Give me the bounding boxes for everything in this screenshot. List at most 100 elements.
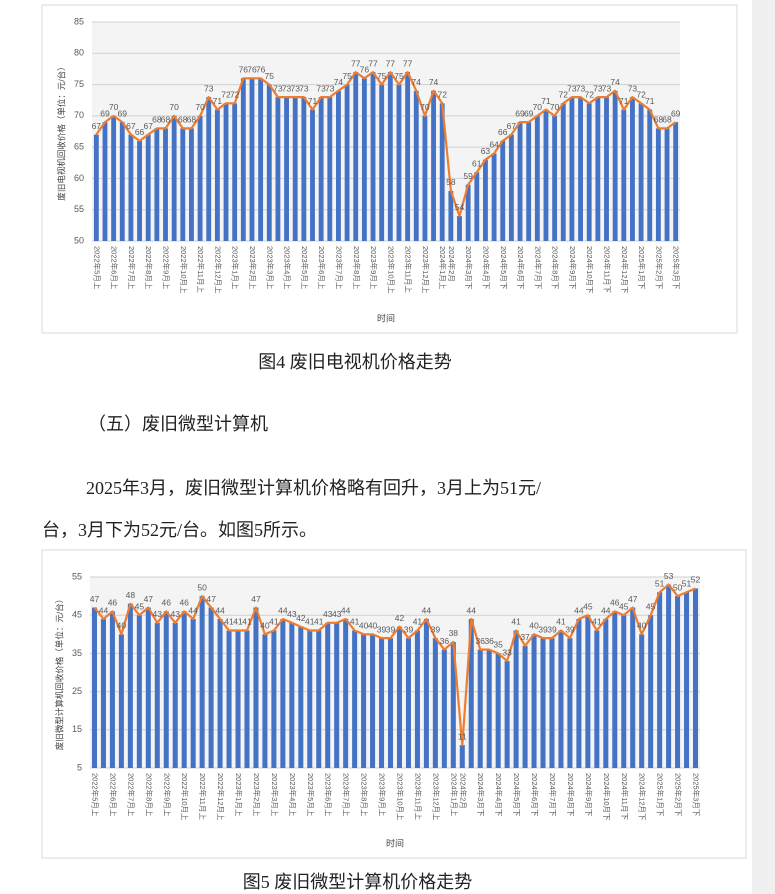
- x-tick-label: 2024年12月下: [620, 246, 630, 294]
- bar: [603, 619, 609, 768]
- y-tick-label: 55: [72, 571, 82, 581]
- bar: [343, 619, 349, 768]
- y-tick-label: 75: [74, 79, 84, 89]
- data-label: 40: [359, 621, 369, 631]
- data-label: 73: [282, 83, 292, 93]
- data-label: 33: [502, 647, 512, 657]
- x-tick-label: 2024年10月下: [585, 246, 595, 294]
- bar: [549, 638, 555, 768]
- data-label: 37: [520, 632, 530, 642]
- bar: [154, 128, 160, 241]
- x-tick-label: 2023年6月上: [324, 773, 334, 817]
- data-label: 50: [197, 582, 207, 592]
- bar: [648, 615, 654, 768]
- data-label: 44: [574, 605, 584, 615]
- bar: [396, 84, 402, 241]
- bar: [253, 607, 259, 768]
- caption: 图5 废旧微型计算机价格走势: [242, 872, 473, 892]
- data-label: 40: [260, 621, 270, 631]
- data-label: 44: [341, 605, 351, 615]
- bar: [163, 611, 169, 768]
- data-label: 74: [334, 77, 344, 87]
- y-tick-label: 25: [72, 686, 82, 696]
- bar: [526, 122, 532, 241]
- x-tick-label: 2024年9月下: [568, 246, 578, 290]
- bar: [578, 97, 583, 241]
- bar: [450, 641, 456, 768]
- data-label: 75: [394, 71, 404, 81]
- bar: [353, 72, 359, 241]
- data-label: 39: [386, 624, 396, 634]
- bar: [664, 128, 670, 241]
- bar: [576, 619, 582, 768]
- bar: [486, 649, 492, 768]
- bar: [307, 630, 313, 768]
- data-label: 46: [610, 598, 620, 608]
- bar: [163, 128, 168, 241]
- bar: [327, 97, 333, 241]
- data-label: 39: [565, 624, 575, 634]
- data-label: 54: [455, 202, 465, 212]
- bar: [379, 638, 385, 768]
- data-label: 51: [655, 579, 665, 589]
- bar: [280, 619, 286, 768]
- bar: [137, 140, 142, 241]
- y-tick-label: 35: [72, 648, 82, 658]
- x-tick-label: 2024年11月下: [603, 246, 613, 293]
- bar: [693, 588, 699, 768]
- x-tick-label: 2023年4月上: [288, 773, 298, 817]
- bar: [102, 122, 108, 241]
- data-label: 73: [602, 83, 612, 93]
- bar: [673, 122, 679, 241]
- bar: [612, 90, 618, 241]
- data-label: 39: [377, 624, 387, 634]
- data-label: 45: [583, 601, 593, 611]
- bar: [325, 622, 331, 768]
- data-label: 45: [646, 601, 656, 611]
- data-label: 72: [636, 90, 646, 100]
- bar: [370, 634, 376, 768]
- bar: [621, 109, 627, 241]
- x-tick-label: 2024年6月下: [516, 246, 526, 290]
- x-axis-title: 时间: [386, 837, 404, 848]
- data-label: 71: [308, 96, 318, 106]
- data-label: 72: [559, 90, 569, 100]
- data-label: 44: [99, 605, 109, 615]
- bar: [244, 630, 250, 768]
- data-label: 47: [144, 594, 154, 604]
- bar: [491, 153, 497, 241]
- data-label: 67: [507, 121, 517, 131]
- y-tick-label: 50: [74, 235, 84, 245]
- data-label: 47: [206, 594, 216, 604]
- x-tick-label: 2022年10月上: [179, 246, 189, 294]
- bar: [240, 78, 246, 241]
- bar: [405, 638, 411, 768]
- bar: [189, 128, 194, 241]
- data-label: 43: [287, 609, 297, 619]
- bar: [540, 638, 546, 768]
- bar: [214, 109, 220, 241]
- bar: [145, 607, 151, 768]
- bar: [655, 128, 661, 241]
- bar: [414, 630, 420, 768]
- bar: [336, 90, 341, 241]
- data-label: 68: [654, 115, 664, 125]
- data-label: 64: [489, 140, 499, 150]
- data-label: 73: [325, 83, 335, 93]
- bar: [675, 596, 681, 768]
- bar: [630, 97, 635, 241]
- bar: [432, 638, 438, 768]
- x-tick-label: 2023年11月上: [413, 773, 423, 820]
- bar: [171, 115, 177, 241]
- bar: [612, 611, 618, 768]
- bar: [258, 78, 264, 241]
- bar: [206, 97, 212, 241]
- y-tick-label: 5: [77, 762, 82, 772]
- bar: [249, 78, 255, 241]
- x-tick-label: 2024年12月下: [638, 773, 648, 821]
- data-label: 43: [323, 609, 333, 619]
- paragraph-line: 2025年3月，废旧微型计算机价格略有回升，3月上为51元/: [86, 478, 541, 498]
- bar: [334, 622, 340, 768]
- bar: [136, 615, 142, 768]
- x-tick-label: 2023年7月上: [334, 246, 344, 290]
